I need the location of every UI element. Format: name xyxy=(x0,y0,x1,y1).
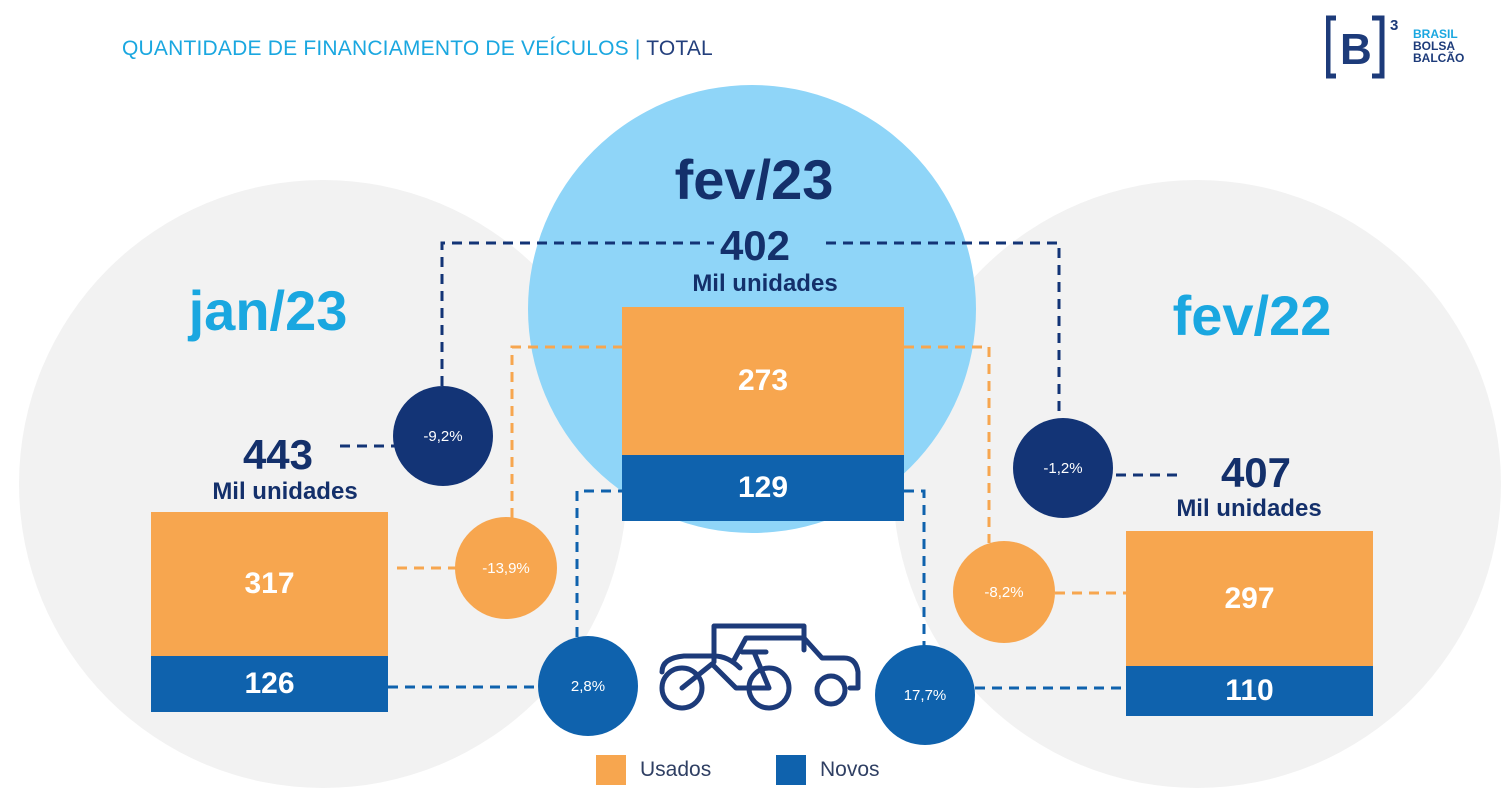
total-unit-fev22: Mil unidades xyxy=(1176,495,1322,522)
legend-usados: Usados xyxy=(596,755,711,785)
title-main: QUANTIDADE DE FINANCIAMENTO DE VEÍCULOS xyxy=(122,37,629,60)
total-value-fev22: 407 xyxy=(1220,449,1292,496)
bar-novos-fev23: 129 xyxy=(622,455,904,521)
b3-logo-icon: B 3 xyxy=(1326,15,1398,79)
legend-label-novos: Novos xyxy=(820,758,880,781)
change-total-vs-fev22: -1,2% xyxy=(1013,418,1113,518)
connector-usados-fev22 xyxy=(904,345,991,543)
change-usados-vs-jan23: -13,9% xyxy=(455,517,557,619)
logo-line-2: BOLSA xyxy=(1413,39,1455,53)
logo-line-1: BRASIL xyxy=(1413,27,1458,41)
legend-swatch-usados xyxy=(596,755,626,785)
change-novos-vs-jan23: 2,8% xyxy=(538,636,638,736)
total-value-jan23: 443 xyxy=(242,431,314,478)
period-label-fev23: fev/23 xyxy=(674,148,834,211)
total-unit-jan23: Mil unidades xyxy=(212,478,358,505)
connector-usados-jan23 xyxy=(510,345,622,518)
connector-total-fev22 xyxy=(826,241,1061,418)
bar-novos-jan23: 126 xyxy=(151,656,388,712)
change-novos-vs-fev22: 17,7% xyxy=(875,645,975,745)
total-unit-fev23: Mil unidades xyxy=(692,270,838,297)
title-suffix: TOTAL xyxy=(646,37,713,60)
page-title: QUANTIDADE DE FINANCIAMENTO DE VEÍCULOS … xyxy=(122,37,713,61)
connector-novos-jan23 xyxy=(575,489,622,637)
legend-novos: Novos xyxy=(776,755,880,785)
total-value-fev23: 402 xyxy=(719,222,791,269)
bar-usados-fev23: 273 xyxy=(622,307,904,455)
logo-wordmark: BRASIL BOLSA BALCÃO xyxy=(1413,28,1464,64)
bar-novos-fev22: 110 xyxy=(1126,666,1373,716)
logo-superscript: 3 xyxy=(1390,17,1398,34)
legend-label-usados: Usados xyxy=(640,758,712,781)
logo-line-3: BALCÃO xyxy=(1413,51,1465,65)
period-label-jan23: jan/23 xyxy=(188,279,348,342)
title-separator: | xyxy=(634,37,641,60)
vehicles-icon xyxy=(659,623,861,711)
period-label-fev22: fev/22 xyxy=(1172,284,1332,347)
connector-novos-fev22 xyxy=(904,489,926,646)
change-total-vs-jan23: -9,2% xyxy=(393,386,493,486)
bar-usados-fev22: 297 xyxy=(1126,531,1373,666)
legend-swatch-novos xyxy=(776,755,806,785)
bar-usados-jan23: 317 xyxy=(151,512,388,656)
svg-text:B: B xyxy=(1340,25,1372,74)
connector-total-jan23 xyxy=(440,241,714,386)
change-usados-vs-fev22: -8,2% xyxy=(953,541,1055,643)
